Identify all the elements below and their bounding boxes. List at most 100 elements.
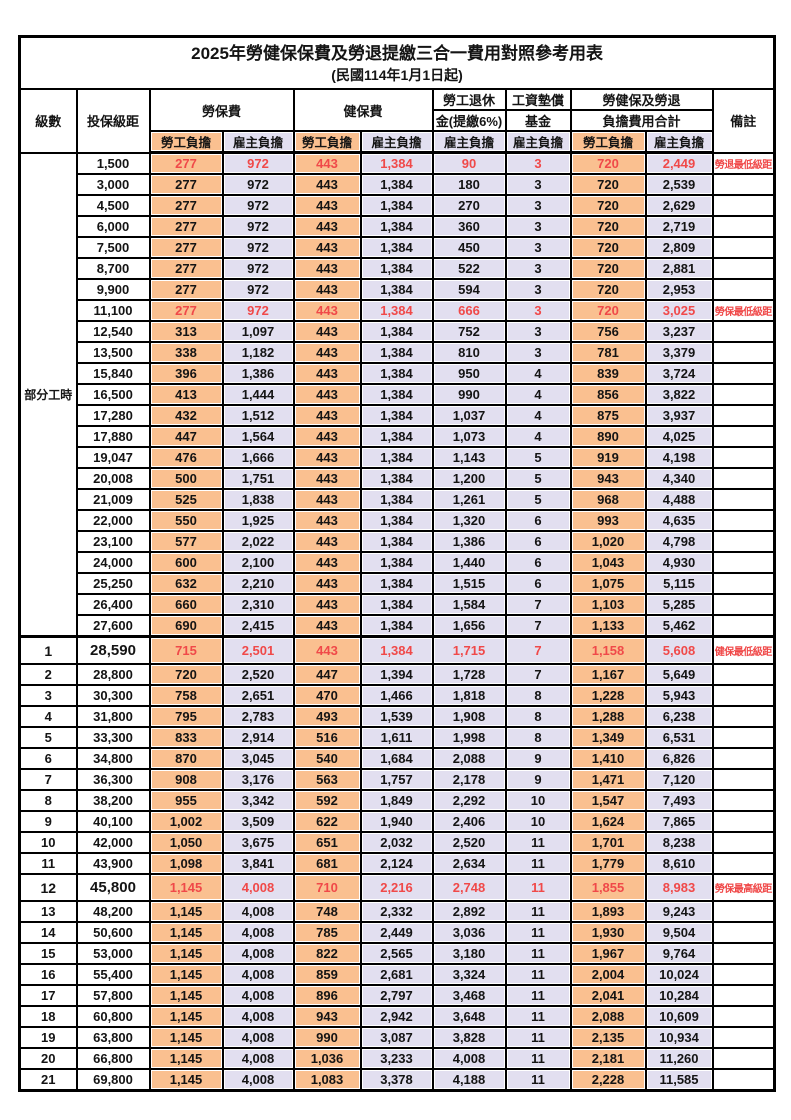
pension-employer-cell: 522 (431, 257, 507, 280)
header-group-row-1: 級數 投保級距 勞保費 健保費 勞工退休 工資墊償 勞健保及勞退 備註 (18, 88, 776, 154)
total-employer-cell: 4,340 (644, 467, 714, 490)
labor-employer-cell: 2,100 (221, 551, 295, 574)
total-employer-cell: 3,237 (644, 320, 714, 343)
health-employee-cell: 470 (292, 684, 362, 707)
labor-employee-cell: 277 (148, 173, 224, 196)
total-employer-cell: 8,610 (644, 852, 714, 875)
labor-employer-cell: 1,751 (221, 467, 295, 490)
bracket-cell: 13,500 (75, 341, 151, 364)
labor-employee-cell: 277 (148, 236, 224, 259)
total-employee-cell: 720 (569, 194, 647, 217)
labor-employer-cell: 972 (221, 236, 295, 259)
pension-employer-cell: 1,143 (431, 446, 507, 469)
wagefund-employer-cell: 3 (504, 215, 572, 238)
wagefund-employer-cell: 3 (504, 278, 572, 301)
labor-employer-cell: 4,008 (221, 963, 295, 986)
level-cell: 10 (18, 831, 78, 854)
pension-employer-cell: 3,180 (431, 942, 507, 965)
note-cell (711, 963, 776, 986)
labor-employer-cell: 3,176 (221, 768, 295, 791)
note-cell (711, 1005, 776, 1028)
wagefund-employer-cell: 3 (504, 173, 572, 196)
health-employer-cell: 1,384 (359, 551, 434, 574)
total-employee-cell: 720 (569, 257, 647, 280)
pension-employer-cell: 3,036 (431, 921, 507, 944)
health-employer-cell: 1,384 (359, 236, 434, 259)
total-employee-cell: 1,349 (569, 726, 647, 749)
note-cell (711, 572, 776, 595)
table-row: 17,280 432 1,512 443 1,384 1,037 4 875 3,937 (20, 404, 776, 427)
health-employer-cell: 1,384 (359, 467, 434, 490)
labor-employer-cell: 3,509 (221, 810, 295, 833)
labor-employer-cell: 2,310 (221, 593, 295, 616)
labor-employee-cell: 833 (148, 726, 224, 749)
note-cell (711, 173, 776, 196)
total-employer-cell: 5,943 (644, 684, 714, 707)
labor-employee-cell: 476 (148, 446, 224, 469)
health-employer-cell: 1,384 (359, 299, 434, 322)
health-employer-cell: 1,384 (359, 635, 434, 665)
total-employee-cell: 1,471 (569, 768, 647, 791)
table-row: 26,400 660 2,310 443 1,384 1,584 7 1,103 5,285 (20, 593, 776, 616)
col-header-pension-line2: 金(提繳6%) (431, 109, 507, 132)
health-employer-cell: 3,378 (359, 1068, 434, 1092)
bracket-cell: 53,000 (75, 942, 151, 965)
subheader-wagefund-employer: 雇主負擔 (504, 130, 572, 154)
wagefund-employer-cell: 5 (504, 467, 572, 490)
note-cell (711, 383, 776, 406)
total-employer-cell: 2,539 (644, 173, 714, 196)
health-employee-cell: 443 (292, 194, 362, 217)
total-employer-cell: 11,585 (644, 1068, 714, 1092)
health-employee-cell: 443 (292, 446, 362, 469)
total-employer-cell: 10,284 (644, 984, 714, 1007)
labor-employee-cell: 500 (148, 467, 224, 490)
health-employee-cell: 443 (292, 383, 362, 406)
total-employee-cell: 2,228 (569, 1068, 647, 1092)
note-cell (711, 614, 776, 638)
table-row: 19 63,800 1,145 4,008 990 3,087 3,828 11 2,135 10… (18, 1026, 776, 1049)
health-employer-cell: 1,384 (359, 572, 434, 595)
labor-employee-cell: 277 (148, 299, 224, 322)
health-employee-cell: 622 (292, 810, 362, 833)
total-employee-cell: 856 (569, 383, 647, 406)
labor-employee-cell: 1,145 (148, 921, 224, 944)
labor-employer-cell: 972 (221, 278, 295, 301)
bracket-cell: 24,000 (75, 551, 151, 574)
subheader-labor-employee: 勞工負擔 (148, 130, 224, 154)
health-employer-cell: 2,124 (359, 852, 434, 875)
total-employee-cell: 1,701 (569, 831, 647, 854)
pension-employer-cell: 1,998 (431, 726, 507, 749)
level-cell: 7 (18, 768, 78, 791)
pension-employer-cell: 1,200 (431, 467, 507, 490)
wagefund-employer-cell: 3 (504, 257, 572, 280)
labor-employer-cell: 2,210 (221, 572, 295, 595)
note-cell (711, 530, 776, 553)
total-employer-cell: 10,609 (644, 1005, 714, 1028)
note-cell: 勞退最低級距 (711, 151, 776, 175)
total-employee-cell: 720 (569, 299, 647, 322)
total-employer-cell: 6,238 (644, 705, 714, 728)
labor-employee-cell: 1,145 (148, 1005, 224, 1028)
labor-employer-cell: 972 (221, 194, 295, 217)
labor-employer-cell: 1,838 (221, 488, 295, 511)
note-cell (711, 509, 776, 532)
labor-employer-cell: 2,520 (221, 663, 295, 686)
bracket-cell: 50,600 (75, 921, 151, 944)
pension-employer-cell: 666 (431, 299, 507, 322)
total-employer-cell: 8,983 (644, 873, 714, 902)
bracket-cell: 66,800 (75, 1047, 151, 1070)
health-employee-cell: 443 (292, 425, 362, 448)
health-employee-cell: 443 (292, 488, 362, 511)
total-employee-cell: 720 (569, 236, 647, 259)
wagefund-employer-cell: 7 (504, 663, 572, 686)
total-employee-cell: 1,930 (569, 921, 647, 944)
bracket-cell: 1,500 (75, 151, 151, 175)
wagefund-employer-cell: 4 (504, 404, 572, 427)
health-employer-cell: 3,233 (359, 1047, 434, 1070)
total-employee-cell: 993 (569, 509, 647, 532)
table-body: 部分工時 1,500 277 972 443 1,384 90 3 720 2,449 勞退最低級距… (18, 151, 776, 1092)
health-employer-cell: 1,384 (359, 509, 434, 532)
total-employee-cell: 1,288 (569, 705, 647, 728)
wagefund-employer-cell: 4 (504, 362, 572, 385)
